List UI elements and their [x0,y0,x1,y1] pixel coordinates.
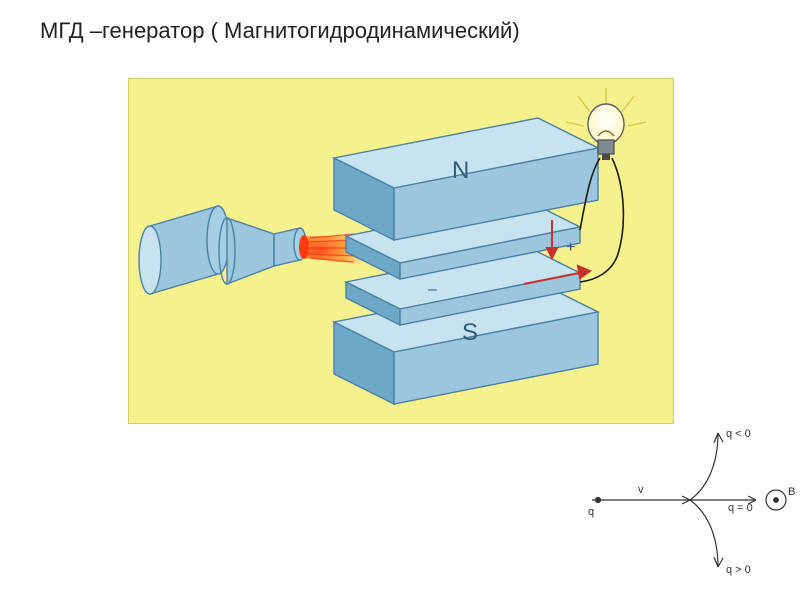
plus-label: + [566,239,575,256]
q-zero-label: q = 0 [728,502,753,514]
charge-trajectory-diagram: q v q < 0 q = 0 q > 0 B [580,415,800,585]
q-label: q [588,506,594,518]
b-label: B [788,486,795,498]
q-pos-label: q > 0 [726,564,751,576]
v-label: v [638,484,644,496]
page-title: МГД –генератор ( Магнитогидродинамически… [40,18,520,44]
mhd-generator-figure: S – + N [128,78,674,424]
s-label: S [462,319,478,346]
plasma-source [139,206,360,294]
mhd-svg: S – + N [128,78,674,424]
n-label: N [452,157,469,184]
minus-label: – [428,281,437,298]
q-neg-label: q < 0 [726,428,751,440]
